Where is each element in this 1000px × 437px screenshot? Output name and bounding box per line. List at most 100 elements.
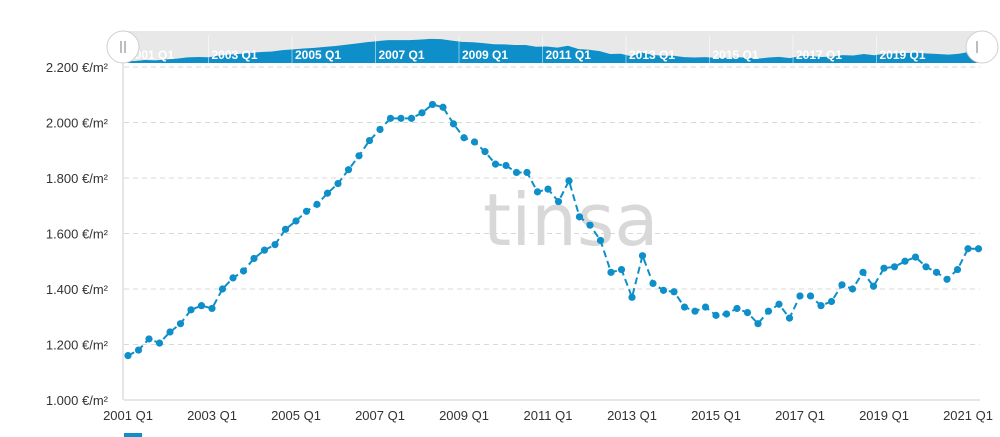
x-tick-label: 2009 Q1 <box>439 408 489 423</box>
data-point[interactable] <box>239 267 248 275</box>
data-point[interactable] <box>922 263 930 271</box>
data-point[interactable] <box>880 264 888 272</box>
data-point[interactable] <box>659 286 668 294</box>
data-point[interactable] <box>848 285 857 293</box>
data-point[interactable] <box>827 297 836 306</box>
data-point[interactable] <box>838 281 846 289</box>
data-point[interactable] <box>323 189 332 197</box>
x-tick-label: 2019 Q1 <box>859 408 909 423</box>
data-point[interactable] <box>187 306 195 314</box>
data-point[interactable] <box>817 302 825 310</box>
right-range-handle[interactable] <box>965 30 999 64</box>
data-point[interactable] <box>953 265 962 274</box>
data-point[interactable] <box>271 241 279 249</box>
data-point[interactable] <box>250 254 258 263</box>
data-point[interactable] <box>460 134 468 142</box>
data-point[interactable] <box>638 252 647 260</box>
data-point[interactable] <box>617 265 626 274</box>
data-point[interactable] <box>449 120 458 128</box>
data-point[interactable] <box>176 320 185 328</box>
data-point[interactable] <box>166 328 174 336</box>
data-point[interactable] <box>701 303 710 311</box>
y-tick-label: 1.200 €/m² <box>46 338 109 353</box>
tinsa-watermark: tinsa <box>483 178 659 262</box>
data-point[interactable] <box>134 346 143 354</box>
data-point[interactable] <box>313 200 321 208</box>
data-point[interactable] <box>292 217 300 225</box>
data-point[interactable] <box>554 197 563 206</box>
data-point[interactable] <box>229 274 237 282</box>
data-point[interactable] <box>712 311 720 319</box>
data-point[interactable] <box>334 179 342 188</box>
data-point[interactable] <box>470 138 479 146</box>
data-point[interactable] <box>901 257 909 265</box>
y-tick-label: 2.000 €/m² <box>46 116 109 131</box>
data-point[interactable] <box>365 136 374 145</box>
time-navigator[interactable]: 2001 Q1 2003 Q1 2005 Q1 2007 Q1 2009 Q1 2011 … <box>106 30 999 64</box>
data-point[interactable] <box>890 263 899 271</box>
data-point[interactable] <box>607 268 615 276</box>
data-point[interactable] <box>302 207 311 215</box>
data-point[interactable] <box>649 279 657 288</box>
navigator-label: 2015 Q1 <box>713 48 759 62</box>
y-tick-label: 1.000 €/m² <box>46 393 109 408</box>
data-point[interactable] <box>722 310 731 318</box>
data-point[interactable] <box>544 185 552 193</box>
data-point[interactable] <box>575 213 584 221</box>
data-point[interactable] <box>964 245 972 253</box>
data-point[interactable] <box>754 320 762 328</box>
data-point[interactable] <box>491 160 500 168</box>
data-point[interactable] <box>512 168 521 177</box>
data-point[interactable] <box>281 225 290 233</box>
data-point[interactable] <box>974 245 983 253</box>
data-point[interactable] <box>145 335 153 343</box>
data-point[interactable] <box>407 114 416 122</box>
data-point[interactable] <box>859 268 867 276</box>
data-point[interactable] <box>502 161 510 170</box>
data-point[interactable] <box>197 302 206 310</box>
data-point[interactable] <box>386 114 395 122</box>
data-point[interactable] <box>869 282 878 290</box>
data-point[interactable] <box>586 221 594 229</box>
data-point[interactable] <box>376 125 384 134</box>
data-point[interactable] <box>355 152 363 160</box>
data-point[interactable] <box>523 168 531 177</box>
data-point[interactable] <box>691 307 699 315</box>
data-point[interactable] <box>155 339 164 347</box>
data-point[interactable] <box>260 246 269 254</box>
data-point[interactable] <box>481 148 489 156</box>
navigator-label: 2017 Q1 <box>796 48 842 62</box>
x-axis-ticks: 2001 Q1 2003 Q1 2005 Q1 2007 Q1 2009 Q1 2011 … <box>103 408 993 423</box>
data-point[interactable] <box>775 300 783 308</box>
data-point[interactable] <box>565 177 573 185</box>
navigator-labels: 2001 Q1 2003 Q1 2005 Q1 2007 Q1 2009 Q1 2011 … <box>124 35 926 63</box>
data-point[interactable] <box>418 109 426 117</box>
data-point[interactable] <box>344 166 353 174</box>
data-point[interactable] <box>806 292 815 300</box>
data-point[interactable] <box>670 288 678 296</box>
legend-swatch[interactable] <box>124 433 142 437</box>
data-point[interactable] <box>733 304 741 313</box>
data-point[interactable] <box>743 308 752 317</box>
data-point[interactable] <box>439 103 447 111</box>
data-point[interactable] <box>943 275 951 283</box>
left-range-handle[interactable] <box>106 30 140 64</box>
data-point[interactable] <box>218 285 227 293</box>
data-point[interactable] <box>932 268 941 276</box>
data-point[interactable] <box>785 314 794 322</box>
data-point[interactable] <box>596 236 605 245</box>
data-point[interactable] <box>397 114 405 122</box>
x-tick-label: 2003 Q1 <box>187 408 237 423</box>
navigator-label: 2001 Q1 <box>128 48 174 62</box>
data-point[interactable] <box>764 307 773 315</box>
data-point[interactable] <box>533 188 542 196</box>
data-point[interactable] <box>208 304 216 313</box>
x-tick-label: 2005 Q1 <box>271 408 321 423</box>
data-point[interactable] <box>680 303 689 311</box>
data-point[interactable] <box>911 253 920 261</box>
data-point[interactable] <box>428 100 437 109</box>
grip-icon <box>120 41 126 53</box>
data-point[interactable] <box>124 352 132 360</box>
data-point[interactable] <box>796 292 804 300</box>
data-point[interactable] <box>628 293 636 301</box>
